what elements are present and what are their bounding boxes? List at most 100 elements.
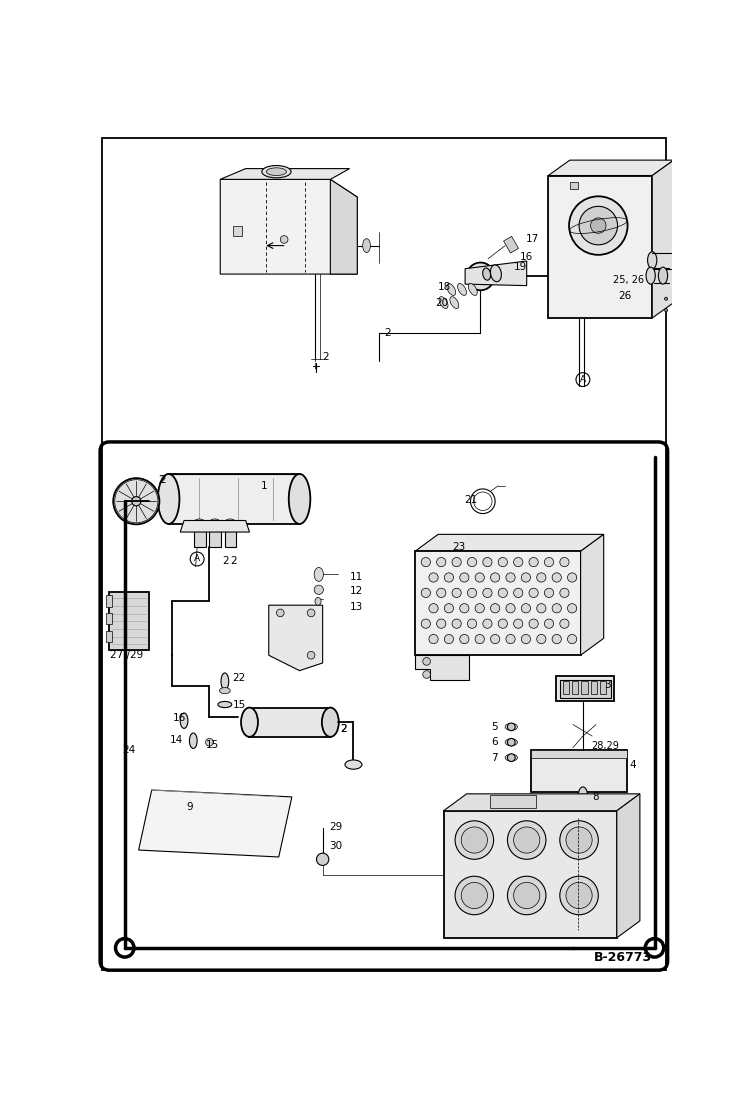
Text: 4: 4 [629, 759, 636, 770]
Circle shape [460, 573, 469, 583]
Circle shape [307, 609, 315, 617]
Circle shape [444, 573, 454, 583]
Circle shape [537, 603, 546, 613]
Circle shape [560, 821, 598, 859]
Ellipse shape [189, 733, 197, 748]
Ellipse shape [363, 239, 371, 252]
Circle shape [552, 573, 561, 583]
Bar [490, 795, 536, 807]
Text: 29: 29 [329, 822, 342, 832]
Text: 13: 13 [350, 602, 363, 612]
Circle shape [444, 634, 454, 644]
Bar [194, 524, 206, 547]
Circle shape [113, 478, 160, 524]
Ellipse shape [658, 268, 667, 284]
Text: A: A [580, 375, 586, 384]
Text: 18: 18 [438, 282, 452, 292]
Circle shape [566, 827, 592, 853]
Ellipse shape [267, 168, 286, 176]
Polygon shape [415, 655, 469, 680]
Circle shape [491, 603, 500, 613]
Circle shape [552, 603, 561, 613]
Text: 9: 9 [187, 802, 193, 812]
Text: 7: 7 [491, 753, 498, 762]
Circle shape [529, 619, 539, 629]
Ellipse shape [468, 283, 477, 295]
Circle shape [491, 634, 500, 644]
Circle shape [506, 573, 515, 583]
Text: 14: 14 [170, 735, 184, 745]
Ellipse shape [158, 474, 180, 524]
Circle shape [460, 603, 469, 613]
Text: 17: 17 [526, 235, 539, 245]
Polygon shape [465, 261, 527, 285]
Circle shape [429, 634, 438, 644]
Circle shape [452, 588, 461, 598]
Text: 30: 30 [329, 841, 342, 851]
Ellipse shape [508, 754, 515, 761]
Text: 27 /29: 27 /29 [109, 651, 143, 660]
Ellipse shape [225, 519, 236, 527]
Bar [530, 750, 627, 758]
Bar [560, 680, 610, 698]
Circle shape [514, 588, 523, 598]
Polygon shape [652, 160, 674, 318]
Ellipse shape [508, 723, 515, 731]
Bar [109, 592, 149, 649]
Circle shape [566, 882, 592, 908]
Ellipse shape [482, 268, 491, 280]
Ellipse shape [221, 672, 228, 690]
Circle shape [664, 274, 667, 278]
Text: 2: 2 [230, 556, 237, 566]
Circle shape [422, 657, 431, 665]
Circle shape [467, 619, 476, 629]
Circle shape [437, 557, 446, 567]
Circle shape [491, 573, 500, 583]
Bar [600, 681, 606, 693]
Circle shape [506, 603, 515, 613]
Circle shape [568, 603, 577, 613]
Circle shape [545, 619, 554, 629]
Bar [572, 681, 578, 693]
Circle shape [444, 603, 454, 613]
Ellipse shape [508, 738, 515, 746]
Circle shape [475, 573, 485, 583]
Circle shape [132, 497, 141, 506]
Text: 19: 19 [514, 262, 527, 272]
Bar [415, 552, 580, 655]
Circle shape [664, 297, 667, 301]
Polygon shape [415, 534, 604, 552]
Circle shape [508, 877, 546, 915]
Ellipse shape [578, 787, 587, 804]
Ellipse shape [491, 265, 501, 282]
Bar [570, 182, 577, 190]
Circle shape [455, 877, 494, 915]
Circle shape [537, 573, 546, 583]
Text: 22: 22 [232, 674, 246, 683]
Text: 16: 16 [172, 713, 186, 723]
Circle shape [521, 573, 530, 583]
Ellipse shape [505, 738, 518, 746]
Text: 2: 2 [222, 555, 228, 566]
Circle shape [560, 877, 598, 915]
Text: 25, 26: 25, 26 [613, 275, 644, 285]
Text: 2: 2 [340, 724, 347, 734]
Ellipse shape [648, 251, 657, 269]
Circle shape [307, 652, 315, 659]
Polygon shape [169, 474, 300, 524]
Circle shape [529, 588, 539, 598]
Circle shape [467, 557, 476, 567]
Circle shape [460, 634, 469, 644]
Text: 1: 1 [261, 480, 267, 490]
Text: 8: 8 [592, 792, 598, 802]
Text: 21: 21 [464, 496, 478, 506]
Ellipse shape [209, 519, 221, 527]
Circle shape [560, 588, 569, 598]
Circle shape [514, 619, 523, 629]
Bar [225, 524, 237, 547]
Ellipse shape [194, 519, 205, 527]
Polygon shape [249, 708, 330, 737]
Circle shape [461, 827, 488, 853]
Circle shape [467, 588, 476, 598]
Ellipse shape [241, 708, 258, 737]
